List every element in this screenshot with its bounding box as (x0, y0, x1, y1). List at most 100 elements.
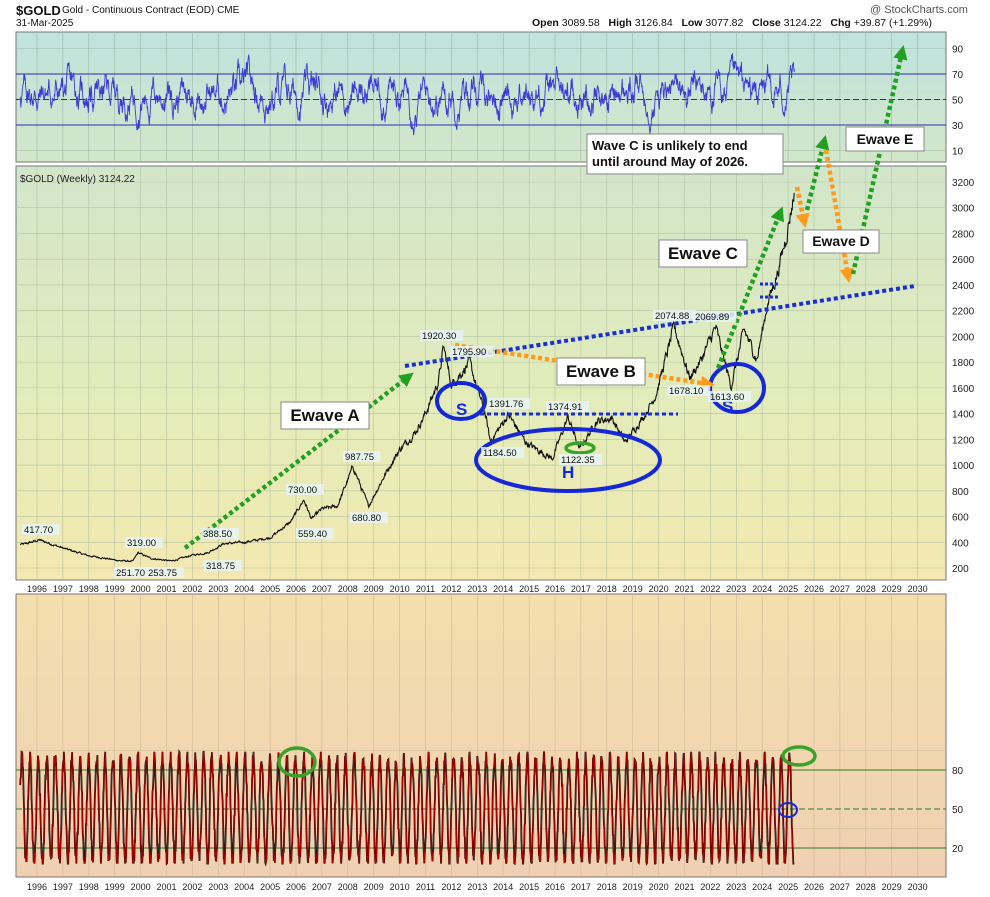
bottom-x-tick: 2005 (260, 882, 280, 892)
arrow-to-d-start (794, 186, 810, 229)
label-s-right: S (722, 397, 733, 416)
callout-ewave-e: Ewave E (845, 126, 925, 152)
chart-symbol: $GOLD (16, 3, 61, 18)
price-y-tick: 2000 (952, 332, 975, 343)
price-label-bg (22, 524, 60, 535)
price-label-bg (286, 484, 324, 495)
chart-name: Gold - Continuous Contract (EOD) CME (62, 5, 240, 16)
bottom-oscillator-line (19, 750, 795, 866)
price-label: 559.40 (298, 529, 327, 540)
price-x-tick: 1996 (27, 584, 47, 594)
arrow-ewave-d (823, 149, 854, 284)
price-label: 1184.50 (483, 448, 517, 459)
note-box: Wave C is unlikely to end until around M… (586, 133, 784, 175)
price-y-tick: 1200 (952, 435, 975, 446)
bottom-x-tick: 1999 (105, 882, 125, 892)
price-x-tick: 2004 (234, 584, 254, 594)
bottom-x-tick: 1996 (27, 882, 47, 892)
price-x-tick: 2023 (726, 584, 746, 594)
price-label-bg (296, 528, 334, 539)
price-label: 1391.76 (489, 399, 523, 410)
price-y-tick: 1800 (952, 358, 975, 369)
price-label-bg (450, 346, 494, 357)
price-x-tick: 2030 (908, 584, 928, 594)
price-label: 253.75 (148, 568, 177, 579)
price-label: 2069.89 (695, 312, 729, 323)
svg-text:Ewave D: Ewave D (812, 233, 870, 249)
price-label: 319.00 (127, 538, 156, 549)
price-x-tick: 1998 (79, 584, 99, 594)
bottom-x-tick: 2022 (700, 882, 720, 892)
price-y-tick: 2400 (952, 281, 975, 292)
bottom-x-tick: 2028 (856, 882, 876, 892)
price-x-tick: 2025 (778, 584, 798, 594)
top-oscillator-line (19, 53, 795, 136)
top-y-tick: 30 (952, 121, 964, 132)
callout-ewave-c: Ewave C (658, 239, 748, 268)
price-y-tick: 2600 (952, 255, 975, 266)
head-ellipse (474, 427, 662, 493)
price-label-bg (546, 401, 590, 412)
bottom-x-tick: 2018 (597, 882, 617, 892)
price-label: 987.75 (345, 452, 374, 463)
price-y-tick: 1600 (952, 384, 975, 395)
bottom-x-tick: 1997 (53, 882, 73, 892)
top-y-tick: 70 (952, 70, 964, 81)
bottom-x-tick: 2013 (467, 882, 487, 892)
bottom-x-tick: 2025 (778, 882, 798, 892)
bottom-x-tick: 2000 (131, 882, 151, 892)
osc-blue-ellipse (778, 802, 798, 818)
price-x-tick: 2011 (416, 584, 435, 594)
bottom-x-tick: 2010 (390, 882, 410, 892)
price-y-tick: 1400 (952, 410, 975, 421)
bottom-x-tick: 2020 (649, 882, 669, 892)
bottom-x-tick: 2006 (286, 882, 306, 892)
bottom-y-tick: 20 (952, 844, 964, 855)
price-panel-bg (15, 165, 947, 581)
price-x-tick: 2002 (182, 584, 202, 594)
callout-ewave-d: Ewave D (802, 229, 880, 254)
price-x-tick: 2021 (674, 584, 694, 594)
price-y-tick: 600 (952, 513, 969, 524)
price-x-tick: 2010 (390, 584, 410, 594)
osc-green-ellipse-right (781, 745, 817, 767)
price-x-tick: 2007 (312, 584, 332, 594)
watermark: @ StockCharts.com (870, 4, 968, 16)
price-label-bg (708, 391, 752, 402)
price-label: 1678.10 (669, 386, 703, 397)
bottom-y-tick: 80 (952, 766, 964, 777)
bottom-x-tick: 2019 (623, 882, 643, 892)
label-s-left: S (456, 400, 467, 419)
chart-date: 31-Mar-2025 (16, 18, 74, 29)
bottom-x-tick: 2003 (208, 882, 228, 892)
price-label: 388.50 (203, 529, 232, 540)
price-label-bg (481, 447, 525, 458)
price-label: 417.70 (24, 525, 53, 536)
price-x-tick: 1997 (53, 584, 73, 594)
price-x-tick: 2018 (597, 584, 617, 594)
bottom-x-tick: 2030 (908, 882, 928, 892)
price-y-tick: 2200 (952, 307, 975, 318)
bottom-y-tick: 50 (952, 805, 964, 816)
price-label-bg (420, 330, 464, 341)
bottom-x-tick: 2026 (804, 882, 824, 892)
price-y-tick: 3000 (952, 204, 975, 215)
shoulder-left-ellipse (435, 381, 487, 421)
price-label-bg (201, 528, 239, 539)
bottom-x-tick: 2011 (416, 882, 435, 892)
price-y-tick: 3200 (952, 178, 975, 189)
price-x-tick: 2006 (286, 584, 306, 594)
price-label-bg (125, 537, 163, 548)
arrow-d-up (804, 135, 830, 211)
callout-ewave-a: Ewave A (280, 401, 370, 430)
label-h: H (562, 463, 574, 482)
price-label: 2074.88 (655, 311, 689, 322)
bottom-x-tick: 2008 (338, 882, 358, 892)
price-label-bg (146, 567, 184, 578)
price-x-tick: 2005 (260, 584, 280, 594)
price-label: 730.00 (288, 485, 317, 496)
price-x-tick: 2029 (882, 584, 902, 594)
bottom-x-tick: 2027 (830, 882, 850, 892)
price-label-bg (667, 385, 711, 396)
